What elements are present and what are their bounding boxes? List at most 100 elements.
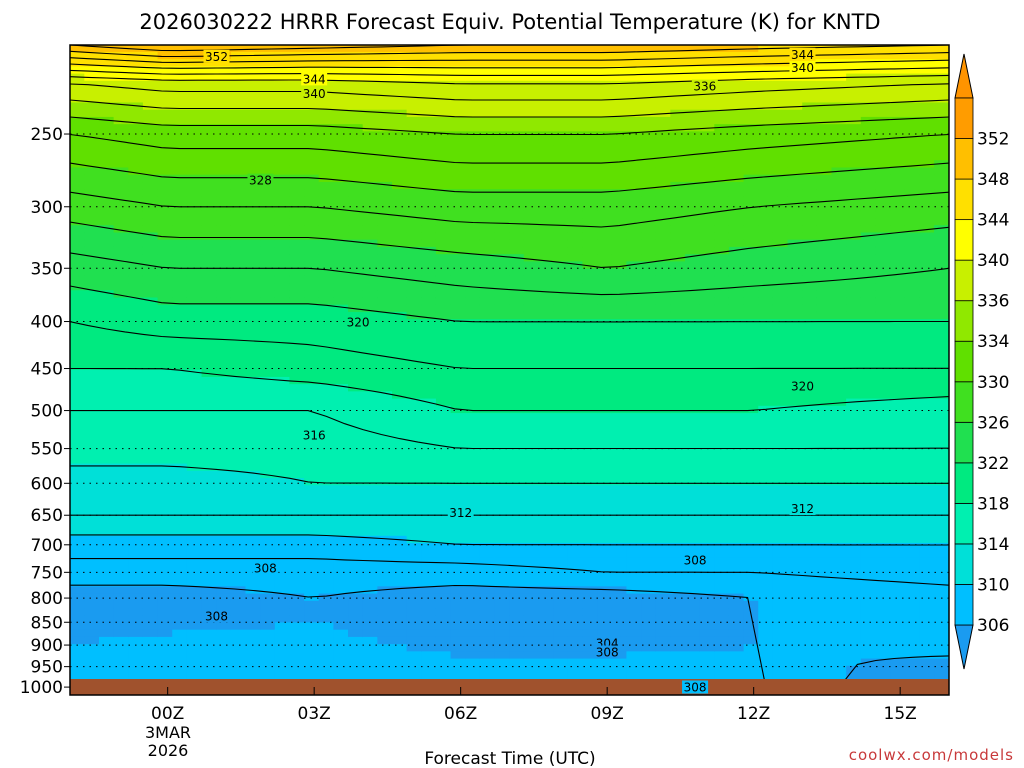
- heatmap-cell: [450, 571, 466, 580]
- heatmap-cell: [670, 571, 686, 580]
- heatmap-cell: [406, 463, 422, 472]
- heatmap-cell: [377, 348, 393, 356]
- heatmap-cell: [99, 506, 115, 515]
- heatmap-cell: [245, 124, 261, 132]
- heatmap-cell: [553, 304, 569, 313]
- heatmap-cell: [157, 311, 173, 320]
- heatmap-cell: [553, 116, 569, 125]
- heatmap-cell: [274, 420, 291, 429]
- heatmap-cell: [421, 311, 437, 320]
- heatmap-cell: [509, 413, 525, 421]
- heatmap-cell: [362, 45, 378, 53]
- heatmap-cell: [289, 550, 305, 559]
- heatmap-cell: [567, 427, 584, 436]
- heatmap-cell: [758, 348, 774, 356]
- heatmap-cell: [70, 297, 85, 306]
- heatmap-cell: [392, 376, 408, 385]
- heatmap-cell: [435, 449, 452, 457]
- heatmap-cell: [142, 441, 159, 450]
- heatmap-cell: [553, 463, 569, 472]
- heatmap-cell: [479, 535, 496, 544]
- heatmap-cell: [772, 160, 789, 169]
- heatmap-cell: [392, 470, 408, 479]
- heatmap-cell: [772, 673, 789, 681]
- heatmap-cell: [113, 420, 129, 429]
- heatmap-cell: [333, 102, 349, 111]
- heatmap-cell: [362, 629, 378, 638]
- heatmap-cell: [392, 579, 408, 587]
- heatmap-cell: [655, 73, 671, 82]
- heatmap-cell: [714, 73, 730, 82]
- heatmap-cell: [597, 600, 613, 609]
- heatmap-cell: [699, 181, 715, 190]
- heatmap-cell: [260, 232, 276, 241]
- heatmap-cell: [421, 550, 437, 559]
- heatmap-cell: [787, 456, 803, 465]
- heatmap-cell: [611, 665, 627, 674]
- heatmap-cell: [450, 586, 466, 595]
- heatmap-cell: [70, 571, 85, 580]
- heatmap-cell: [230, 109, 247, 118]
- heatmap-cell: [626, 492, 642, 501]
- heatmap-cell: [450, 45, 466, 53]
- heatmap-cell: [567, 239, 584, 248]
- heatmap-cell: [377, 463, 393, 472]
- heatmap-cell: [772, 571, 789, 580]
- heatmap-cell: [465, 615, 481, 624]
- heatmap-cell: [582, 571, 598, 580]
- heatmap-cell: [626, 290, 642, 299]
- heatmap-cell: [172, 261, 188, 270]
- heatmap-cell: [113, 550, 129, 559]
- heatmap-cell: [142, 463, 159, 472]
- heatmap-cell: [128, 73, 144, 82]
- heatmap-cell: [406, 514, 422, 522]
- heatmap-cell: [274, 384, 291, 392]
- heatmap-cell: [494, 369, 510, 378]
- heatmap-cell: [84, 636, 100, 645]
- heatmap-cell: [435, 210, 452, 219]
- heatmap-cell: [274, 167, 291, 176]
- heatmap-cell: [274, 658, 291, 667]
- heatmap-cell: [142, 629, 159, 638]
- heatmap-cell: [758, 326, 774, 335]
- heatmap-cell: [655, 463, 671, 472]
- heatmap-cell: [582, 608, 598, 616]
- heatmap-cell: [216, 535, 232, 544]
- heatmap-cell: [274, 492, 291, 501]
- heatmap-cell: [392, 384, 408, 392]
- heatmap-cell: [787, 95, 803, 104]
- heatmap-cell: [245, 283, 261, 291]
- heatmap-cell: [230, 275, 247, 284]
- heatmap-cell: [699, 528, 715, 537]
- heatmap-cell: [245, 571, 261, 580]
- heatmap-cell: [567, 521, 584, 530]
- heatmap-cell: [758, 311, 774, 320]
- heatmap-cell: [377, 384, 393, 392]
- heatmap-cell: [728, 369, 745, 378]
- heatmap-cell: [831, 456, 847, 465]
- heatmap-cell: [714, 131, 730, 140]
- heatmap-cell: [84, 254, 100, 262]
- heatmap-cell: [553, 131, 569, 140]
- heatmap-cell: [128, 557, 144, 566]
- heatmap-cell: [377, 333, 393, 342]
- heatmap-cell: [230, 608, 247, 616]
- heatmap-cell: [113, 59, 129, 67]
- heatmap-cell: [479, 391, 496, 400]
- heatmap-cell: [392, 283, 408, 291]
- heatmap-cell: [772, 297, 789, 306]
- heatmap-cell: [728, 246, 745, 255]
- heatmap-cell: [157, 73, 173, 82]
- heatmap-cell: [99, 362, 115, 371]
- heatmap-cell: [99, 521, 115, 530]
- heatmap-cell: [245, 629, 261, 638]
- heatmap-cell: [362, 456, 378, 465]
- heatmap-cell: [348, 355, 364, 364]
- heatmap-cell: [743, 268, 759, 277]
- heatmap-cell: [743, 73, 759, 82]
- heatmap-cell: [260, 138, 276, 147]
- heatmap-cell: [157, 665, 173, 674]
- heatmap-cell: [582, 355, 598, 364]
- heatmap-cell: [274, 304, 291, 313]
- heatmap-cell: [260, 608, 276, 616]
